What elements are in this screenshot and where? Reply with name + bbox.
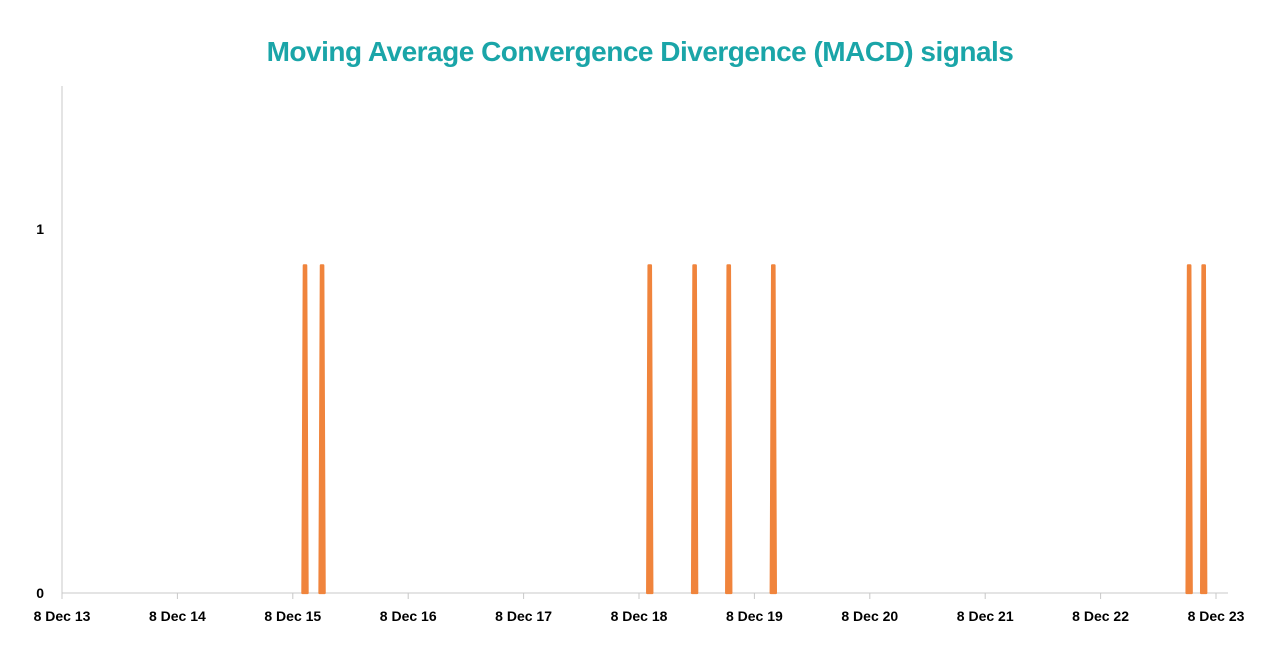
signal-spike xyxy=(1199,264,1208,595)
signal-spike xyxy=(725,264,733,595)
signal-spike xyxy=(301,264,309,595)
chart-title: Moving Average Convergence Divergence (M… xyxy=(266,36,1014,67)
x-tick-label: 8 Dec 18 xyxy=(611,608,668,624)
x-tick-label: 8 Dec 13 xyxy=(34,608,91,624)
signal-spike xyxy=(646,264,654,595)
x-tick-label: 8 Dec 16 xyxy=(380,608,437,624)
x-tick-label: 8 Dec 19 xyxy=(726,608,783,624)
signal-spike xyxy=(1185,264,1193,595)
y-tick-label: 1 xyxy=(36,221,44,237)
x-tick-label: 8 Dec 21 xyxy=(957,608,1014,624)
chart-axes xyxy=(61,86,1228,594)
x-tick-label: 8 Dec 23 xyxy=(1188,608,1245,624)
signal-spike xyxy=(690,264,699,595)
x-axis-ticks: 8 Dec 13 8 Dec 14 8 Dec 15 8 Dec 16 8 Dec 17… xyxy=(34,593,1245,624)
x-tick-label: 8 Dec 14 xyxy=(149,608,206,624)
x-tick-label: 8 Dec 17 xyxy=(495,608,552,624)
y-tick-label: 0 xyxy=(36,585,44,601)
signal-spike xyxy=(769,264,777,595)
x-tick-label: 8 Dec 20 xyxy=(841,608,898,624)
signal-spike xyxy=(318,264,326,595)
x-tick-label: 8 Dec 22 xyxy=(1072,608,1129,624)
y-axis-ticks: 01 xyxy=(36,221,44,601)
x-tick-label: 8 Dec 15 xyxy=(264,608,321,624)
signal-series xyxy=(301,264,1208,595)
